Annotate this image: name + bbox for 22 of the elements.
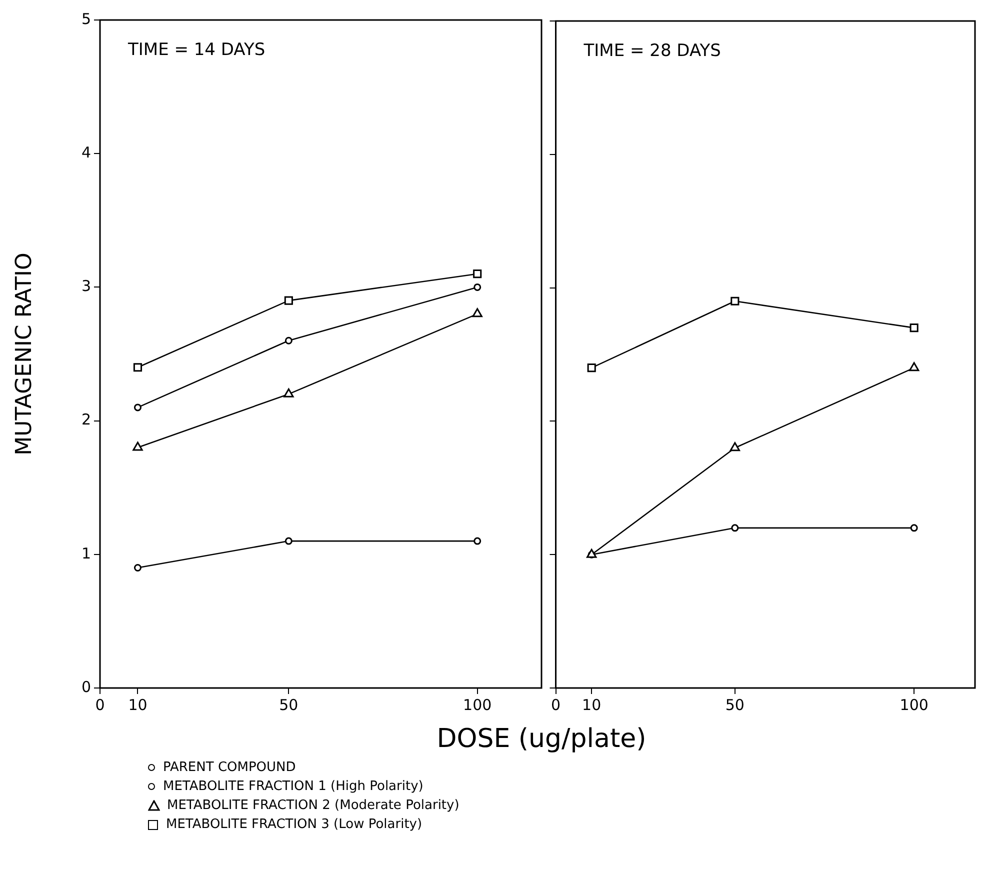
x-axis-title: DOSE (ug/plate) <box>436 724 648 754</box>
y-tick-label: 0 <box>81 678 91 696</box>
x-tick-label: 50 <box>725 696 744 714</box>
y-tick-label: 4 <box>81 143 91 162</box>
y-tick-label: 5 <box>81 10 91 28</box>
y-tick-label: 1 <box>81 544 91 562</box>
annotation: TIME = 14 DAYS <box>127 40 266 60</box>
x-tick-label: 100 <box>463 696 492 714</box>
x-tick-label: 0 <box>551 696 561 714</box>
legend-label: PARENT COMPOUND <box>163 759 296 777</box>
x-tick-label: 50 <box>279 696 298 714</box>
x-tick-label: 100 <box>900 696 928 714</box>
x-tick-label: 10 <box>582 696 602 714</box>
y-tick-label: 3 <box>81 277 91 296</box>
annotation: TIME = 28 DAYS <box>582 40 721 61</box>
y-axis-title: MUTAGENIC RATIO <box>12 252 37 456</box>
legend-label: METABOLITE FRACTION 1 (High Polarity) <box>163 778 424 796</box>
x-tick-label: 0 <box>95 696 105 714</box>
y-tick-label: 2 <box>81 410 91 429</box>
legend-label: METABOLITE FRACTION 2 (Moderate Polarity) <box>167 797 460 815</box>
legend-label: METABOLITE FRACTION 3 (Low Polarity) <box>166 816 422 834</box>
x-tick-label: 10 <box>128 696 148 714</box>
